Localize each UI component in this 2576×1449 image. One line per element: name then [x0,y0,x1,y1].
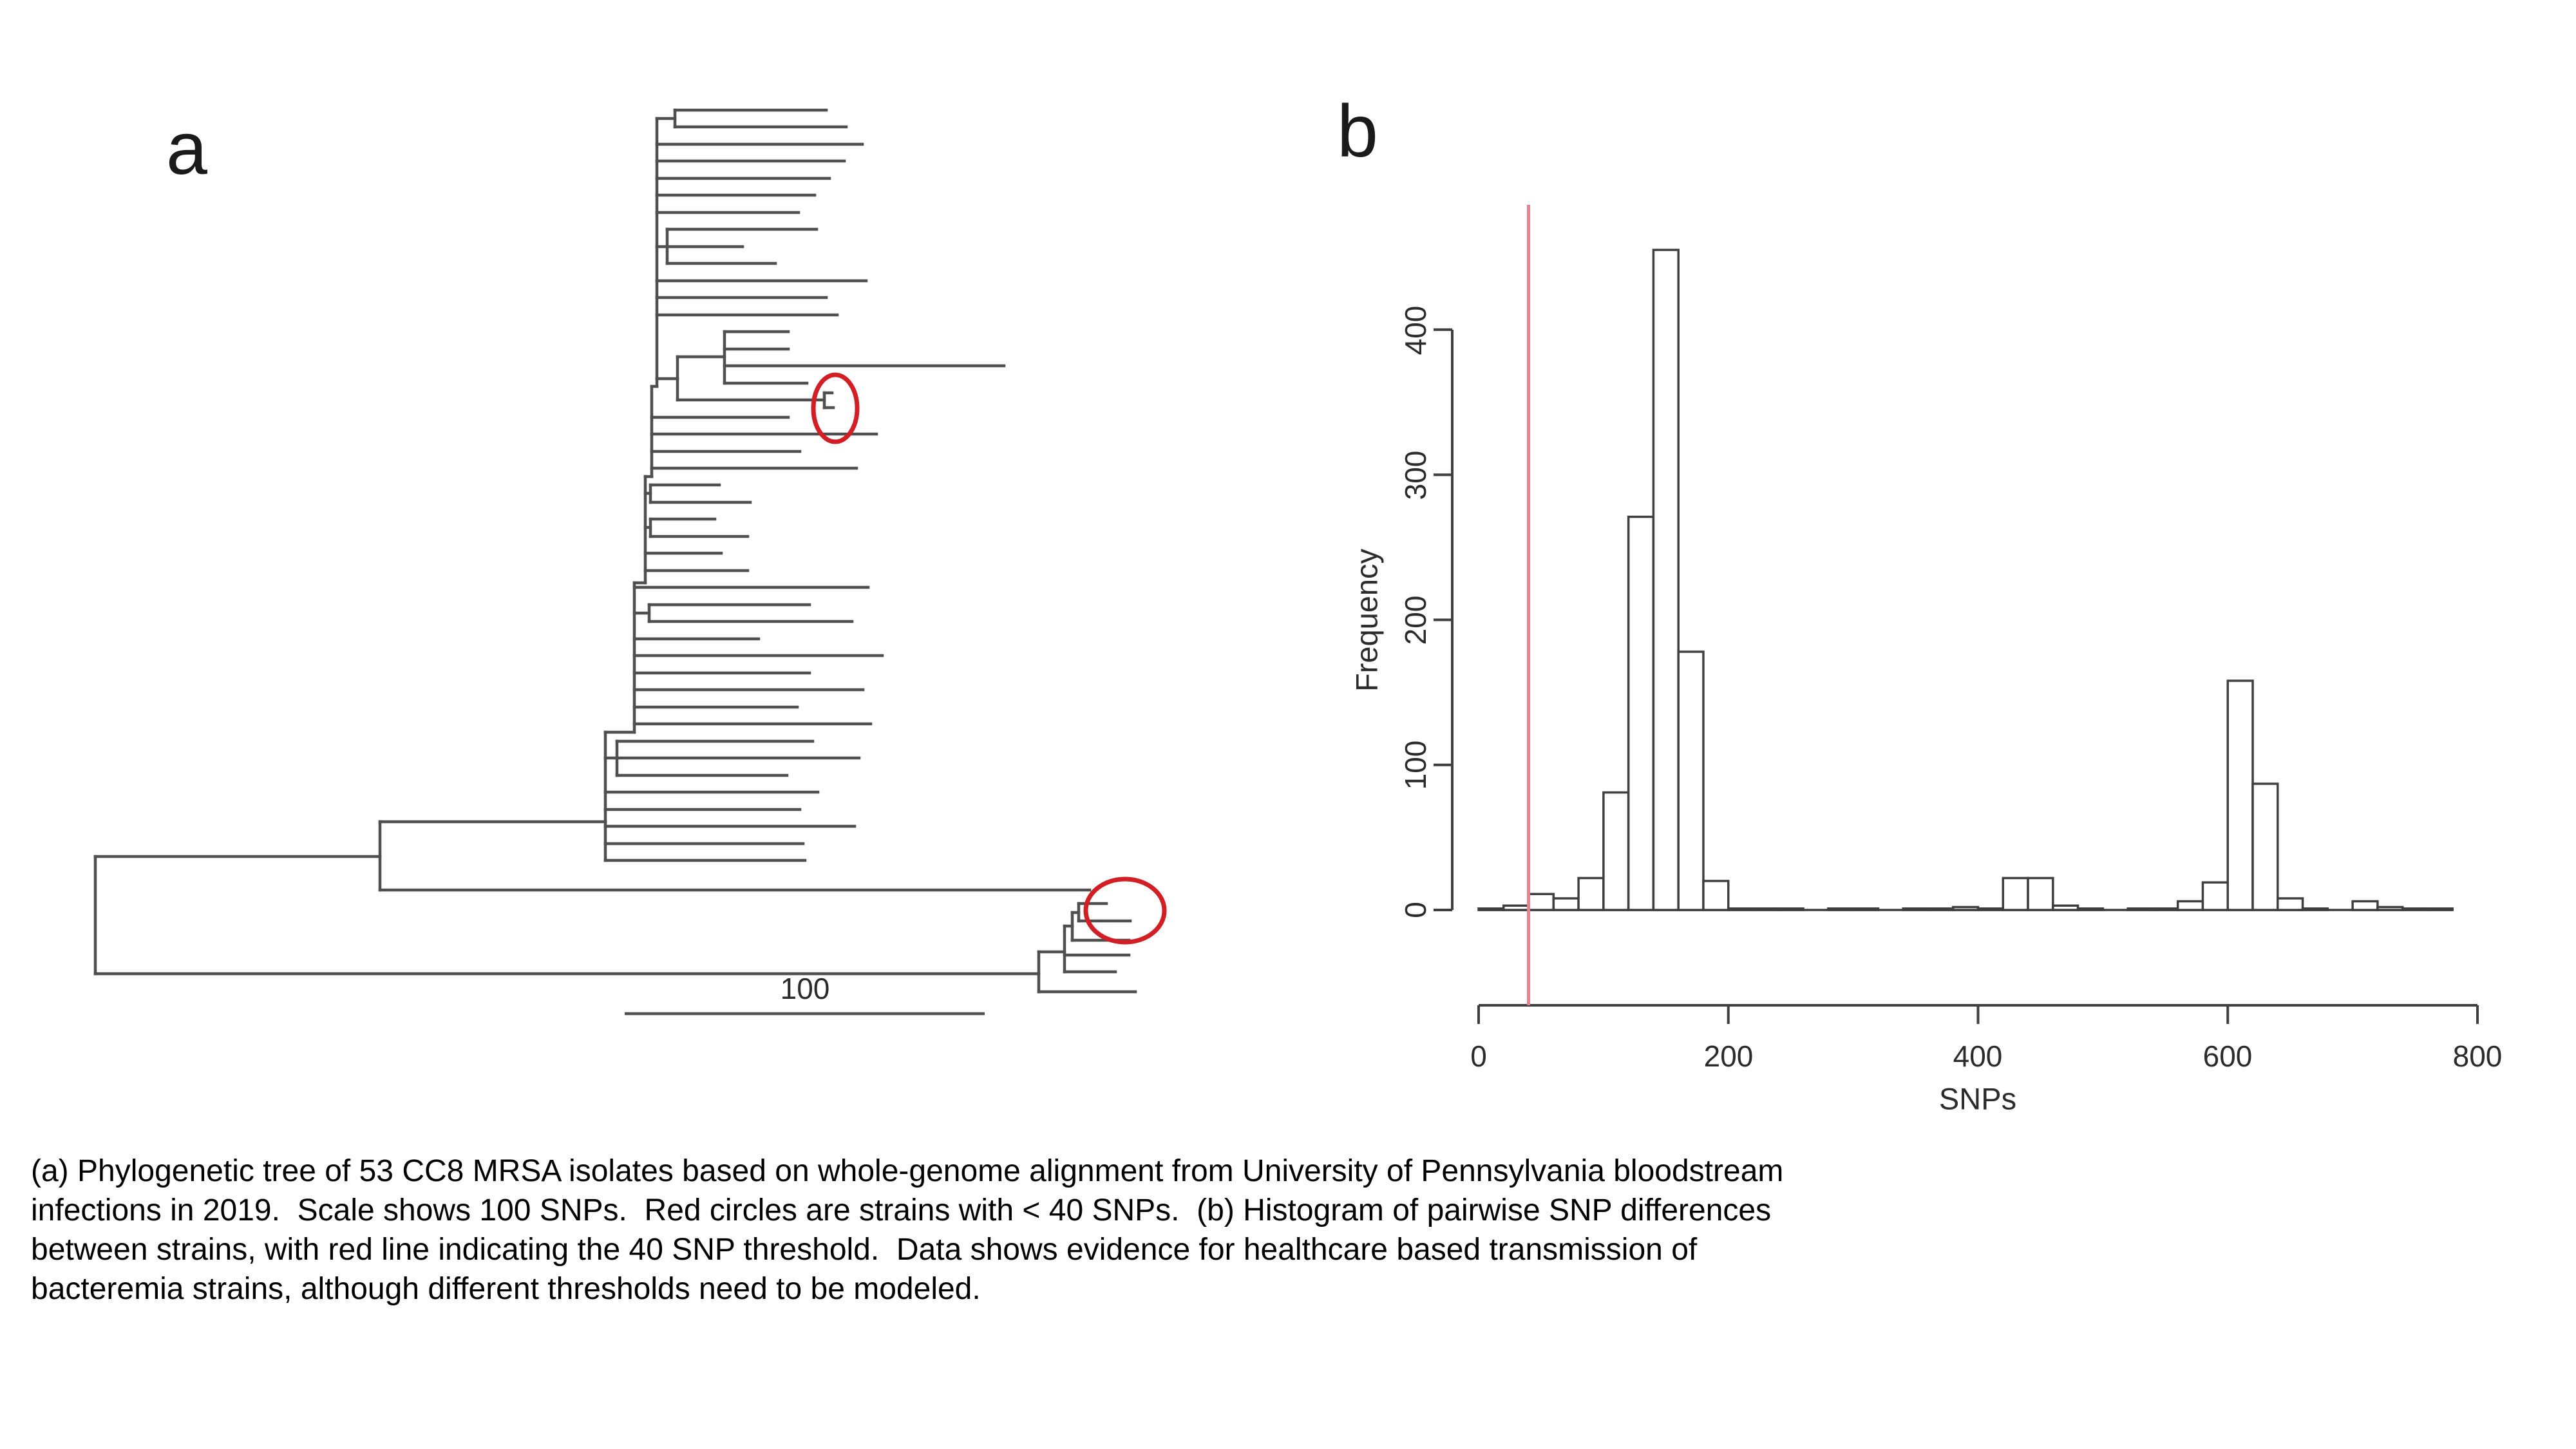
histogram-bar-120 [1627,515,1655,911]
histogram-bar-760 [2426,907,2454,911]
y-tick-0: 0 [1399,902,1432,918]
histogram-bar-580 [2201,881,2230,911]
x-tick-0: 0 [1470,1039,1487,1073]
histogram-bar-460 [2052,904,2079,911]
histogram-bar-0 [1477,907,1505,911]
histogram-bar-300 [1852,907,1880,911]
histogram-bar-740 [2401,907,2429,911]
histogram-bar-240 [1777,907,1804,911]
histogram-bar-720 [2376,905,2404,911]
scale-bar-label: 100 [780,972,830,1005]
histogram-bar-60 [1552,897,1580,911]
histogram-bar-640 [2277,897,2304,911]
y-tick-200: 200 [1399,595,1432,645]
red-circle-1 [1083,876,1167,945]
histogram-bar-140 [1652,249,1680,911]
phylogenetic-tree [93,108,1167,994]
panel-b-label: b [1337,90,1378,173]
y-tick-100: 100 [1399,740,1432,790]
x-tick-600: 600 [2202,1039,2253,1073]
histogram-bar-360 [1927,907,1955,911]
x-tick-400: 400 [1953,1039,2003,1073]
histogram-bar-100 [1602,791,1630,911]
red-circle-0 [811,372,860,444]
histogram-bar-440 [2027,876,2054,911]
figure-caption: (a) Phylogenetic tree of 53 CC8 MRSA iso… [31,1154,1784,1306]
histogram-bar-520 [2126,907,2154,911]
histogram-bar-280 [1827,907,1855,911]
histogram-bar-340 [1902,907,1929,911]
x-axis-title: SNPs [1938,1081,2017,1116]
histogram-bar-540 [2152,907,2179,911]
histogram-bar-40 [1527,893,1555,911]
snp-histogram [1434,205,2479,1024]
y-tick-400: 400 [1399,305,1432,355]
y-axis-title: Frequency [1349,548,1384,692]
histogram-bar-220 [1752,907,1780,911]
histogram-bar-700 [2351,900,2379,911]
x-tick-800: 800 [2452,1039,2503,1073]
histogram-bar-80 [1577,876,1605,911]
histogram-bar-20 [1502,904,1530,911]
histogram-bar-480 [2076,907,2105,911]
histogram-bar-660 [2301,907,2329,911]
histogram-bar-600 [2226,679,2254,911]
x-tick-200: 200 [1703,1039,1754,1073]
histogram-bar-560 [2176,900,2204,911]
panel-a-label: a [166,108,207,190]
histogram-bar-620 [2251,782,2279,911]
histogram-bar-380 [1951,905,1980,911]
histogram-bar-400 [1976,907,2005,911]
histogram-bar-200 [1727,907,1755,911]
y-tick-300: 300 [1399,450,1432,500]
histogram-bar-160 [1677,650,1705,911]
histogram-bar-180 [1702,880,1730,911]
histogram-bar-420 [2002,876,2029,911]
